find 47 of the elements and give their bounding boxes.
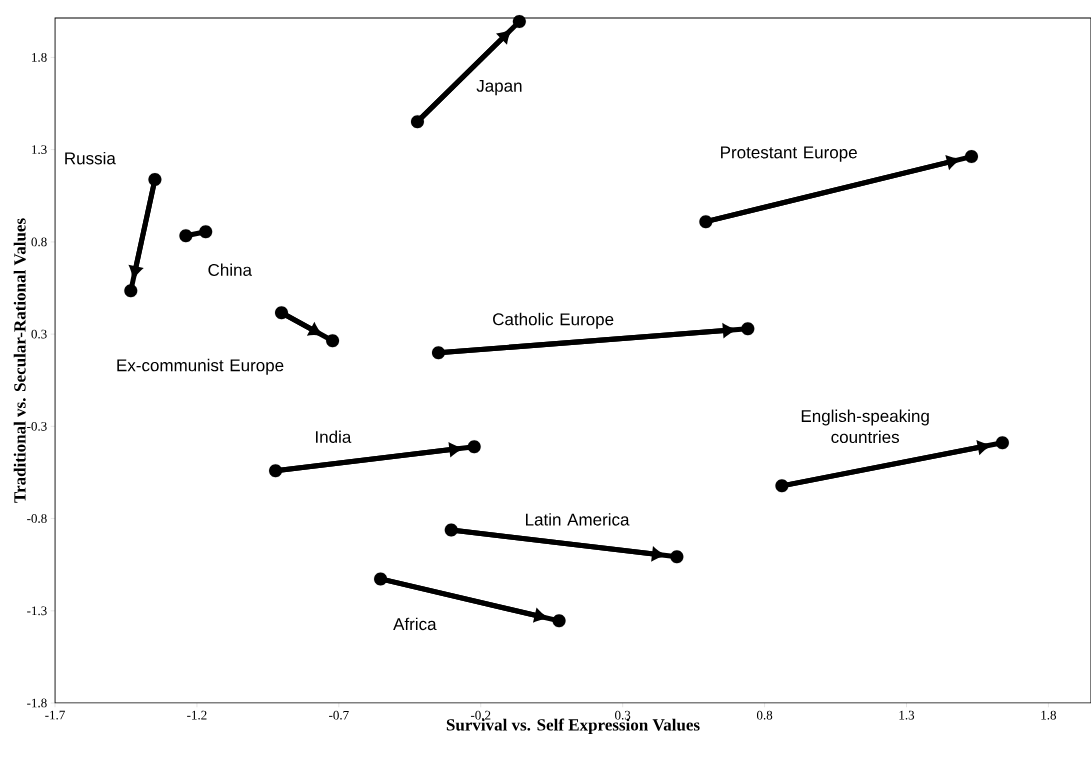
series-label: Catholic Europe [493,312,614,329]
point [124,284,138,298]
point [444,523,458,537]
x-tick-label: 1.8 [1041,710,1057,720]
text: Ex-communist Europe [117,358,284,375]
series-label: English-speaking countries [801,409,929,444]
point [374,572,388,586]
series-label: India [316,430,352,443]
y-tick-label: 0.3 [31,329,47,339]
y-tick-label: 1.8 [32,53,47,62]
x-tick-label: -1.7 [45,710,65,720]
text: Russia [65,151,116,165]
y-tick-label: 0.8 [31,237,47,247]
point [775,479,789,493]
y-tick-label: -1.8 [27,698,47,708]
x-tick-label: 0.3 [615,710,631,720]
y-tick-label: 1.3 [32,145,47,155]
point [274,306,289,320]
series-label: Protestant Europe [721,146,857,162]
y-tick-label: -0.3 [27,421,47,431]
x-tick-label: 0.8 [756,710,773,720]
point [179,229,193,243]
point [670,550,684,564]
point [410,115,425,129]
point [699,215,713,229]
point [741,322,755,336]
point [512,15,526,29]
y-tick-label: -0.8 [27,514,47,523]
y-tick-label: -1.3 [27,606,47,616]
series-label: Latin America [526,513,630,526]
series-label: Africa [393,617,437,631]
y-axis-title: Traditional vs. Secular-Rational Values [13,218,26,503]
point [148,172,162,187]
x-tick-label: 1.3 [899,710,915,720]
series-label: China [208,263,252,276]
point [964,150,979,164]
point [552,614,566,628]
x-tick-label: -0.7 [329,710,349,720]
x-axis-title: Survival vs. Self Expression Values [446,718,700,735]
point [326,334,340,348]
x-tick-label: -1.2 [187,710,207,720]
point [268,464,283,478]
series-label: Japan [476,79,522,96]
point [467,440,481,454]
point [199,225,213,239]
point [995,436,1009,450]
x-tick-label: -0.2 [470,710,491,720]
